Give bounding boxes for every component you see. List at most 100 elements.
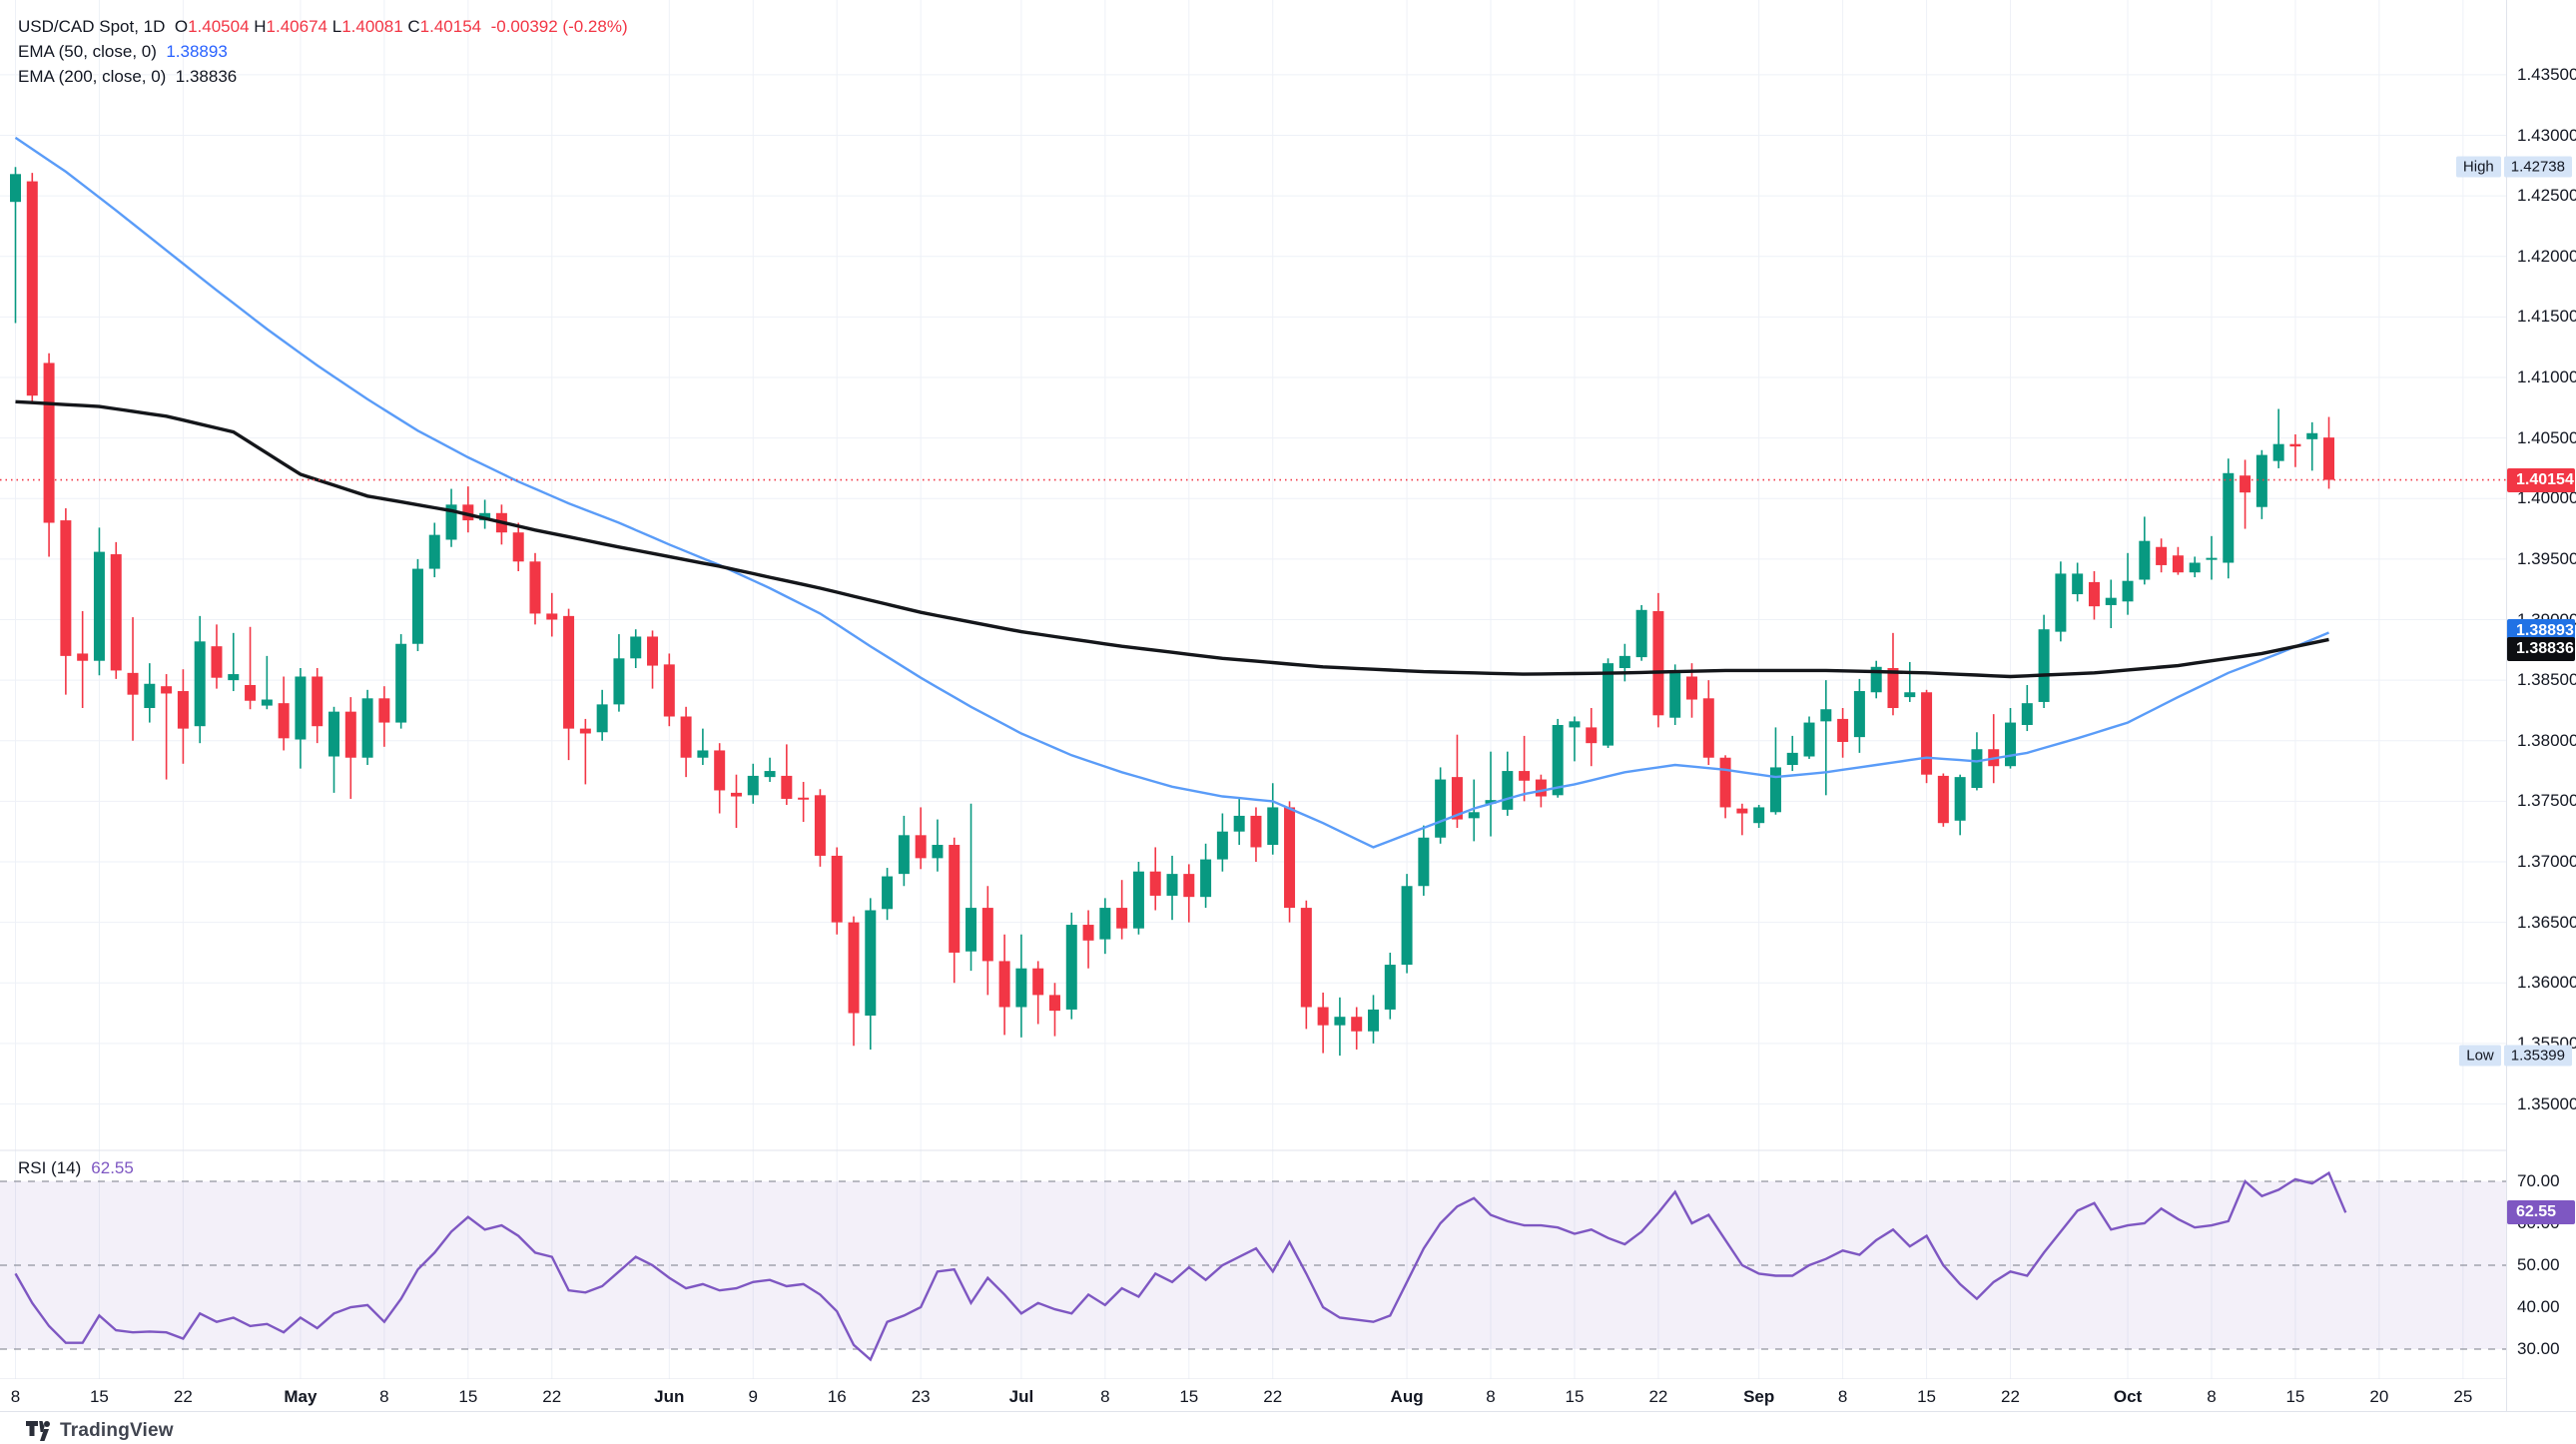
ema200-line[interactable] (15, 399, 2329, 679)
candle[interactable] (898, 835, 910, 875)
candle[interactable] (2088, 581, 2100, 607)
candle[interactable] (261, 699, 273, 706)
candle[interactable] (278, 703, 290, 739)
candle[interactable] (1569, 721, 1581, 728)
candle[interactable] (529, 561, 541, 614)
candle[interactable] (144, 683, 156, 709)
candle[interactable] (1132, 871, 1144, 929)
candle[interactable] (1082, 925, 1094, 941)
candle[interactable] (1317, 1007, 1329, 1026)
candle[interactable] (161, 686, 173, 694)
candle[interactable] (1384, 965, 1396, 1010)
candle[interactable] (211, 646, 223, 678)
candle[interactable] (613, 658, 625, 705)
candle[interactable] (1351, 1017, 1363, 1032)
candle[interactable] (1435, 779, 1447, 838)
candle[interactable] (1367, 1009, 1379, 1032)
candle[interactable] (848, 922, 860, 1014)
candle[interactable] (596, 704, 608, 733)
candle[interactable] (2240, 475, 2252, 493)
candle[interactable] (1618, 655, 1630, 668)
candle[interactable] (781, 775, 793, 799)
candle[interactable] (932, 845, 944, 859)
candle[interactable] (2139, 540, 2151, 580)
candle[interactable] (1032, 968, 1044, 996)
candle[interactable] (43, 362, 55, 523)
candle[interactable] (546, 613, 558, 620)
candle[interactable] (1233, 815, 1245, 832)
candle[interactable] (2255, 454, 2267, 507)
candle[interactable] (77, 653, 89, 661)
time-axis[interactable]: 8 15 22 May 8 15 22 Jun 9 16 23 Jul 8 15 22 Aug 8 15 22 Sep… (0, 1379, 2506, 1411)
candle[interactable] (1971, 749, 1983, 789)
candle[interactable] (1519, 771, 1531, 781)
candle[interactable] (865, 910, 877, 1016)
candle[interactable] (2005, 722, 2017, 767)
symbol-legend[interactable]: USD/CAD Spot, 1D O1.40504 H1.40674 L1.40… (18, 14, 628, 89)
candle[interactable] (1149, 871, 1161, 896)
candle[interactable] (1904, 692, 1916, 698)
candle[interactable] (395, 643, 407, 723)
rsi-legend[interactable]: RSI (14) 62.55 (18, 1158, 134, 1178)
candle[interactable] (949, 845, 961, 953)
candle[interactable] (579, 728, 591, 734)
candle[interactable] (697, 750, 709, 758)
candle[interactable] (2055, 573, 2067, 632)
candle[interactable] (1686, 676, 1697, 700)
candle[interactable] (1200, 859, 1212, 898)
candle[interactable] (563, 615, 575, 729)
candle[interactable] (1216, 831, 1228, 860)
candle[interactable] (2105, 597, 2117, 605)
candle[interactable] (110, 554, 122, 671)
candle[interactable] (680, 716, 692, 758)
candle[interactable] (1418, 837, 1430, 887)
candle[interactable] (647, 636, 659, 666)
candle[interactable] (2189, 562, 2201, 573)
candle[interactable] (1586, 727, 1598, 744)
candle[interactable] (798, 797, 810, 800)
candle[interactable] (445, 504, 457, 540)
candle[interactable] (1334, 1017, 1346, 1026)
candle[interactable] (1065, 925, 1077, 1010)
candle[interactable] (1702, 698, 1714, 758)
candle[interactable] (60, 520, 72, 656)
candle[interactable] (966, 908, 977, 952)
candle[interactable] (663, 664, 675, 717)
candle[interactable] (1719, 757, 1731, 808)
candle[interactable] (462, 504, 474, 521)
candle[interactable] (630, 636, 642, 659)
symbol-ohlc-row[interactable]: USD/CAD Spot, 1D O1.40504 H1.40674 L1.40… (18, 17, 628, 36)
candle[interactable] (2038, 629, 2050, 702)
candle[interactable] (295, 676, 307, 740)
candle[interactable] (1183, 874, 1195, 898)
candle[interactable] (1652, 611, 1664, 716)
candle[interactable] (1736, 808, 1748, 814)
tradingview-logo[interactable]: TradingView (26, 1420, 174, 1442)
candle[interactable] (344, 711, 356, 758)
price-axis[interactable]: 1.43500 1.43000 1.42500 1.42000 1.41500 1.410… (2506, 0, 2576, 1411)
ema50-line[interactable] (14, 136, 2329, 849)
candle[interactable] (1853, 691, 1865, 738)
candle[interactable] (1451, 777, 1463, 820)
candle[interactable] (730, 792, 742, 797)
candle[interactable] (2206, 557, 2218, 560)
rsi-line[interactable] (14, 1170, 2347, 1362)
candle[interactable] (1166, 874, 1178, 896)
candle[interactable] (378, 698, 390, 723)
candle[interactable] (10, 174, 21, 203)
candle[interactable] (1099, 908, 1111, 940)
candle[interactable] (1803, 722, 1815, 757)
candle[interactable] (1870, 666, 1882, 693)
candle[interactable] (1603, 663, 1614, 746)
ema50-legend-row[interactable]: EMA (50, close, 0) 1.38893 (18, 39, 628, 64)
candle[interactable] (1753, 807, 1765, 824)
candle[interactable] (2156, 546, 2168, 565)
candle[interactable] (1284, 807, 1296, 909)
candle[interactable] (93, 551, 105, 661)
candle[interactable] (1300, 908, 1312, 1008)
candle[interactable] (1837, 718, 1849, 742)
candle[interactable] (2172, 555, 2184, 573)
candle[interactable] (1635, 609, 1647, 658)
candle[interactable] (177, 691, 189, 729)
candle[interactable] (361, 698, 373, 758)
